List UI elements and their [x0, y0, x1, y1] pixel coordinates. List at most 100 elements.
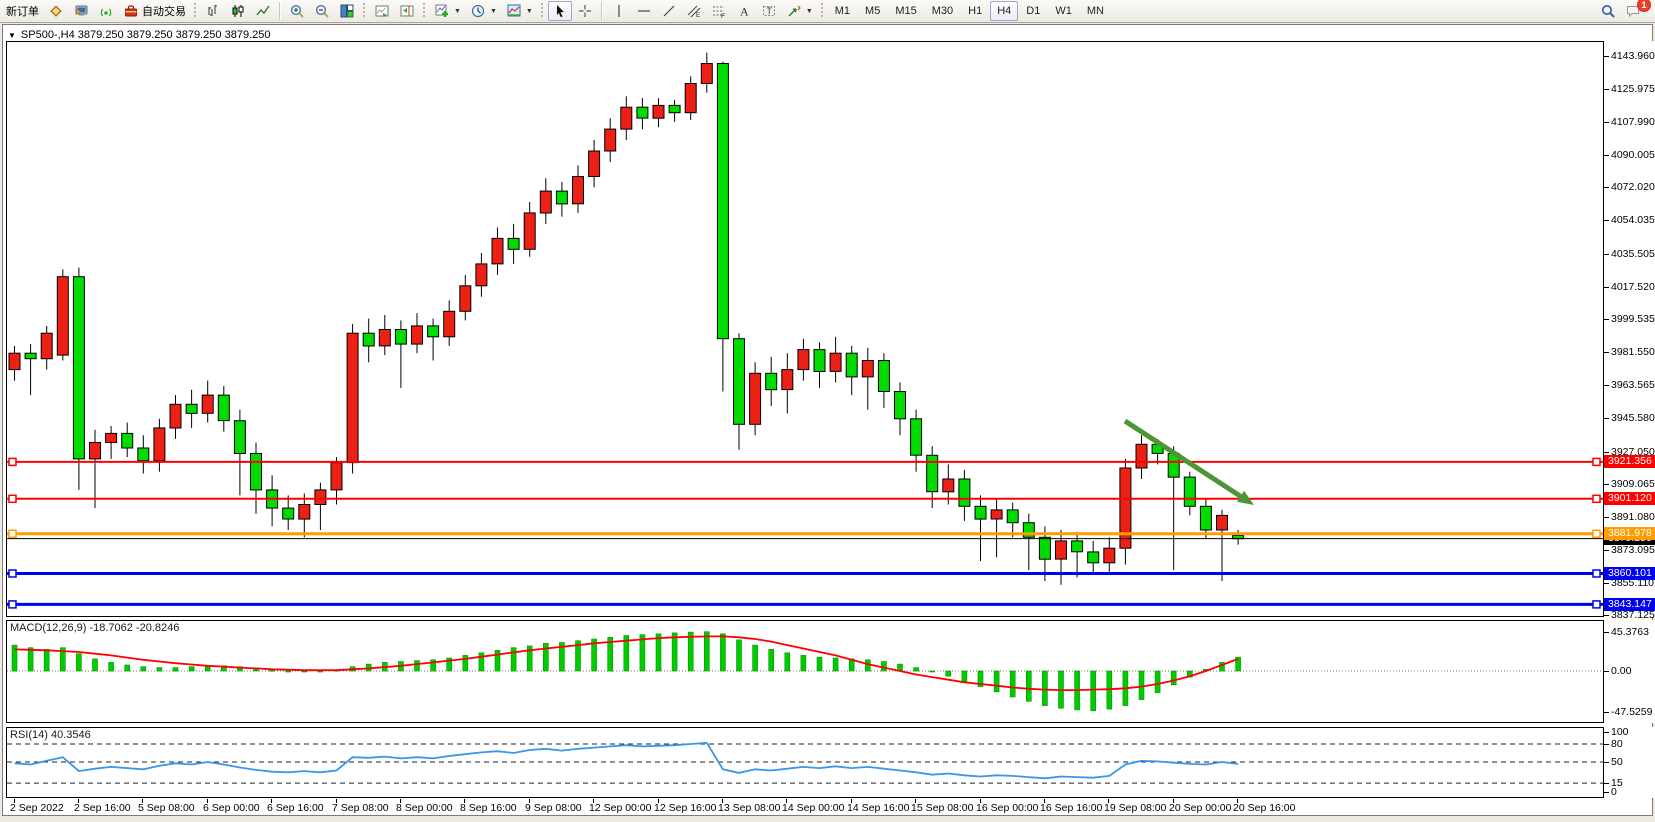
arrows-tool-button[interactable]: ▼ — [782, 1, 817, 21]
clock-icon — [471, 4, 485, 18]
svg-text:T: T — [766, 6, 772, 16]
macd-axis-value: 0.00 — [1611, 665, 1632, 677]
strategy-tester-button[interactable] — [69, 1, 93, 21]
price-axis-tick — [1604, 385, 1609, 386]
timeframe-toolbar: M1 M5 M15 M30 H1 H4 D1 W1 MN — [828, 1, 1111, 21]
cursor-tool-button[interactable] — [547, 1, 572, 21]
time-axis-label: 14 Sep 16:00 — [847, 802, 910, 814]
timeframe-button-H4[interactable]: H4 — [990, 1, 1019, 21]
chart-window-title[interactable]: ▼ SP500-,H4 3879.250 3879.250 3879.250 3… — [8, 28, 270, 42]
indicators-button[interactable]: ▼ — [430, 1, 465, 21]
gold-cube-icon — [50, 5, 62, 17]
horizontal-line-tool-button[interactable] — [632, 1, 656, 21]
timeframe-button-M15[interactable]: M15 — [895, 5, 917, 17]
chart-shift-button[interactable] — [395, 1, 419, 21]
price-axis-value: 3837.125 — [1611, 609, 1655, 621]
line-chart-mode-button[interactable] — [251, 1, 275, 21]
candlestick-mode-button[interactable] — [226, 1, 250, 21]
macd-pane[interactable]: MACD(12,26,9) -18.7062 -20.8246 — [6, 620, 1604, 723]
trendline-tool-button[interactable] — [657, 1, 681, 21]
crosshair-icon — [578, 5, 591, 17]
price-axis-tick — [1604, 56, 1609, 57]
zoom-out-button[interactable] — [310, 1, 334, 21]
timeframe-button-W1[interactable]: W1 — [1055, 5, 1072, 17]
price-axis-value: 3909.065 — [1611, 478, 1655, 490]
rsi-axis-value: 0 — [1611, 786, 1617, 798]
tile-windows-button[interactable] — [335, 1, 359, 21]
time-axis[interactable]: 2 Sep 2022 2 Sep 16:00 5 Sep 08:00 6 Sep 00… — [6, 799, 1604, 815]
channel-tool-button[interactable]: E — [682, 1, 706, 21]
cursor-arrow-icon — [556, 5, 564, 18]
fibonacci-tool-button[interactable]: F — [707, 1, 731, 21]
window-menu-icon[interactable]: ▼ — [8, 30, 16, 40]
timeframe-button-M30[interactable]: M30 — [931, 5, 954, 17]
price-axis-tick — [1604, 484, 1609, 485]
toolbar-grip[interactable] — [540, 3, 544, 19]
crosshair-tool-button[interactable] — [573, 1, 597, 21]
time-axis-tick — [1173, 799, 1174, 803]
add-indicator-icon — [435, 4, 448, 17]
chart-title-text: SP500-,H4 3879.250 3879.250 3879.250 387… — [20, 29, 271, 41]
price-axis-tick — [1604, 352, 1609, 353]
autotrading-button[interactable]: 自动交易 — [119, 1, 190, 21]
candlestick-chart[interactable] — [7, 42, 1603, 616]
candlestick-icon — [232, 5, 244, 17]
timeframe-button-M5[interactable]: M5 — [865, 5, 881, 17]
trendline-icon — [663, 5, 675, 17]
bar-chart-icon — [208, 5, 217, 16]
new-order-button[interactable]: 新订单 — [2, 1, 43, 21]
equidistant-channel-icon: E — [687, 5, 701, 19]
templates-button[interactable]: ▼ — [502, 1, 537, 21]
toolbar-grip[interactable] — [194, 3, 197, 19]
time-axis-label: 20 Sep 16:00 — [1233, 802, 1296, 814]
toolbar-grip[interactable] — [423, 3, 426, 19]
price-line-badge: 3901.120 — [1604, 492, 1655, 505]
zoom-in-button[interactable] — [285, 1, 309, 21]
candles-layer — [8, 52, 1245, 585]
toolbar-grip[interactable] — [363, 3, 366, 19]
timeframe-button-MN[interactable]: MN — [1086, 5, 1104, 17]
periods-button[interactable]: ▼ — [466, 1, 501, 21]
price-axis-value: 4035.505 — [1611, 248, 1655, 260]
rsi-axis-tick — [1604, 762, 1609, 763]
trend-arrow[interactable] — [1123, 418, 1254, 505]
rsi-axis[interactable]: 100 80 50 15 0 — [1604, 726, 1655, 798]
time-axis-tick — [78, 799, 79, 803]
timeframe-button-D1[interactable]: D1 — [1026, 5, 1041, 17]
market-watch-button[interactable] — [44, 1, 68, 21]
search-button[interactable] — [1596, 1, 1620, 21]
time-axis-label: 16 Sep 16:00 — [1040, 802, 1103, 814]
time-axis-tick — [400, 799, 401, 803]
vertical-line-icon — [618, 5, 620, 17]
text-label-tool-button[interactable]: T — [757, 1, 781, 21]
time-axis-tick — [529, 799, 530, 803]
time-axis-tick — [980, 799, 981, 803]
time-axis-label: 2 Sep 16:00 — [74, 802, 131, 814]
line-chart-icon — [256, 5, 270, 16]
dropdown-caret-icon: ▼ — [805, 7, 813, 15]
rsi-pane[interactable]: RSI(14) 40.3546 — [6, 727, 1604, 798]
text-tool-button[interactable]: A — [732, 1, 756, 21]
timeframe-button-H1[interactable]: H1 — [968, 5, 983, 17]
toolbar-grip[interactable] — [820, 3, 824, 19]
time-axis-tick — [142, 799, 143, 803]
price-axis-value: 4072.020 — [1611, 181, 1655, 193]
price-chart-pane[interactable] — [6, 41, 1604, 617]
dropdown-caret-icon: ▼ — [489, 7, 497, 15]
macd-label: MACD(12,26,9) -18.7062 -20.8246 — [10, 622, 180, 634]
bar-chart-mode-button[interactable] — [201, 1, 225, 21]
template-chart-icon — [507, 4, 521, 17]
timeframe-button-M1[interactable]: M1 — [834, 5, 851, 17]
price-axis-tick — [1604, 550, 1609, 551]
auto-scroll-button[interactable] — [370, 1, 394, 21]
dropdown-caret-icon: ▼ — [525, 7, 533, 15]
time-axis-tick — [336, 799, 337, 803]
macd-axis[interactable]: 45.3763 0.00 -47.5259 — [1604, 620, 1655, 723]
price-axis[interactable]: 4143.960 4125.975 4107.990 4090.005 4072.020… — [1604, 41, 1655, 621]
price-axis-value: 3999.535 — [1611, 313, 1655, 325]
horizontal-line-objects[interactable] — [7, 457, 1603, 609]
rsi-label: RSI(14) 40.3546 — [10, 729, 91, 741]
vertical-line-tool-button[interactable] — [607, 1, 631, 21]
notifications-button[interactable]: 1 — [1621, 0, 1651, 21]
signals-button[interactable] — [94, 1, 118, 21]
